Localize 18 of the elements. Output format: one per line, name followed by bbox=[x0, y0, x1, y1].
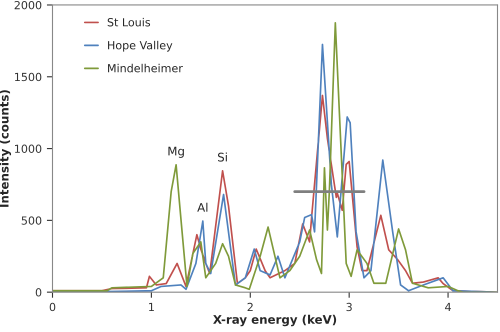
x-axis-title: X-ray energy (keV) bbox=[213, 314, 336, 326]
x-tick-label: 1 bbox=[149, 302, 154, 312]
legend-label: St Louis bbox=[108, 18, 150, 26]
y-axis-title: Intensity (counts) bbox=[0, 90, 12, 207]
y-tick-label: 1500 bbox=[15, 72, 42, 82]
y-tick-label: 0 bbox=[36, 288, 42, 297]
y-tick-label: 500 bbox=[22, 216, 42, 225]
x-tick-label: 4 bbox=[445, 302, 451, 312]
legend-label: Mindelheimer bbox=[108, 64, 183, 72]
annotation: Mg bbox=[168, 146, 184, 158]
x-tick-label: 2 bbox=[248, 302, 253, 312]
annotation: Al bbox=[197, 202, 208, 212]
x-tick-label: 3 bbox=[346, 302, 352, 312]
y-tick-label: 1000 bbox=[15, 144, 42, 153]
y-tick-label: 2000 bbox=[14, 0, 42, 10]
legend-label: Hope Valley bbox=[108, 40, 172, 52]
annotation: Si bbox=[218, 152, 227, 162]
x-tick-label: 0 bbox=[50, 302, 56, 312]
